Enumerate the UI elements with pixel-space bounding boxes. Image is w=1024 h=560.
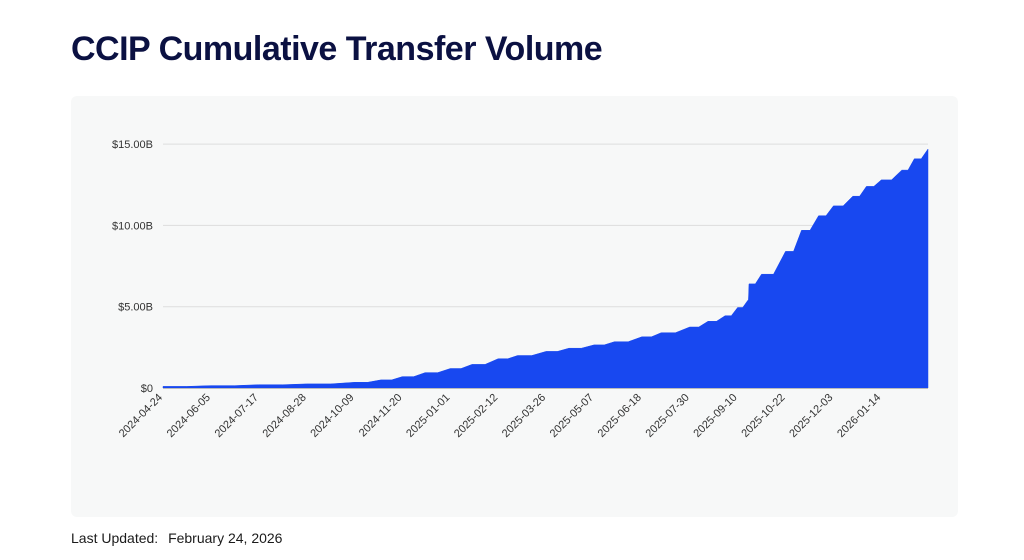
y-tick-label: $0 xyxy=(141,383,153,395)
page-title: CCIP Cumulative Transfer Volume xyxy=(71,30,603,68)
area-series xyxy=(162,148,929,389)
x-tick-label: 2025-07-30 xyxy=(644,392,692,440)
x-tick-label: 2024-07-17 xyxy=(213,392,261,440)
x-tick-label: 2025-06-18 xyxy=(596,392,644,440)
y-axis: $0 $5.00B $10.00B $15.00B xyxy=(112,139,153,395)
cumulative-volume-chart: $0 $5.00B $10.00B $15.00B 2024-04-24 2024-06… xyxy=(112,139,929,440)
last-updated-date: February 24, 2026 xyxy=(168,530,283,546)
x-tick-label: 2024-11-20 xyxy=(357,392,405,440)
last-updated-label: Last Updated: xyxy=(71,530,159,546)
x-tick-label: 2025-01-01 xyxy=(404,392,452,440)
x-axis: 2024-04-24 2024-06-05 2024-07-17 2024-08-28… xyxy=(117,388,928,440)
x-tick-label: 2024-06-05 xyxy=(165,392,213,440)
x-tick-label: 2024-08-28 xyxy=(261,392,309,440)
x-tick-label: 2025-09-10 xyxy=(691,392,739,440)
x-tick-label: 2025-10-22 xyxy=(739,392,787,440)
x-tick-label: 2025-03-26 xyxy=(500,392,548,440)
chart-card: $0 $5.00B $10.00B $15.00B 2024-04-24 2024-06… xyxy=(71,96,958,517)
y-tick-label: $5.00B xyxy=(118,302,153,314)
x-tick-label: 2025-05-07 xyxy=(548,392,596,440)
y-tick-label: $10.00B xyxy=(112,220,153,232)
area-series-fill xyxy=(162,148,929,389)
x-tick-label: 2025-12-03 xyxy=(787,392,835,440)
last-updated: Last Updated: February 24, 2026 xyxy=(71,530,282,546)
x-tick-label: 2026-01-14 xyxy=(835,392,883,440)
x-tick-label: 2025-02-12 xyxy=(452,392,500,440)
x-tick-label: 2024-04-24 xyxy=(117,392,165,440)
x-tick-label: 2024-10-09 xyxy=(308,392,356,440)
y-tick-label: $15.00B xyxy=(112,139,153,151)
